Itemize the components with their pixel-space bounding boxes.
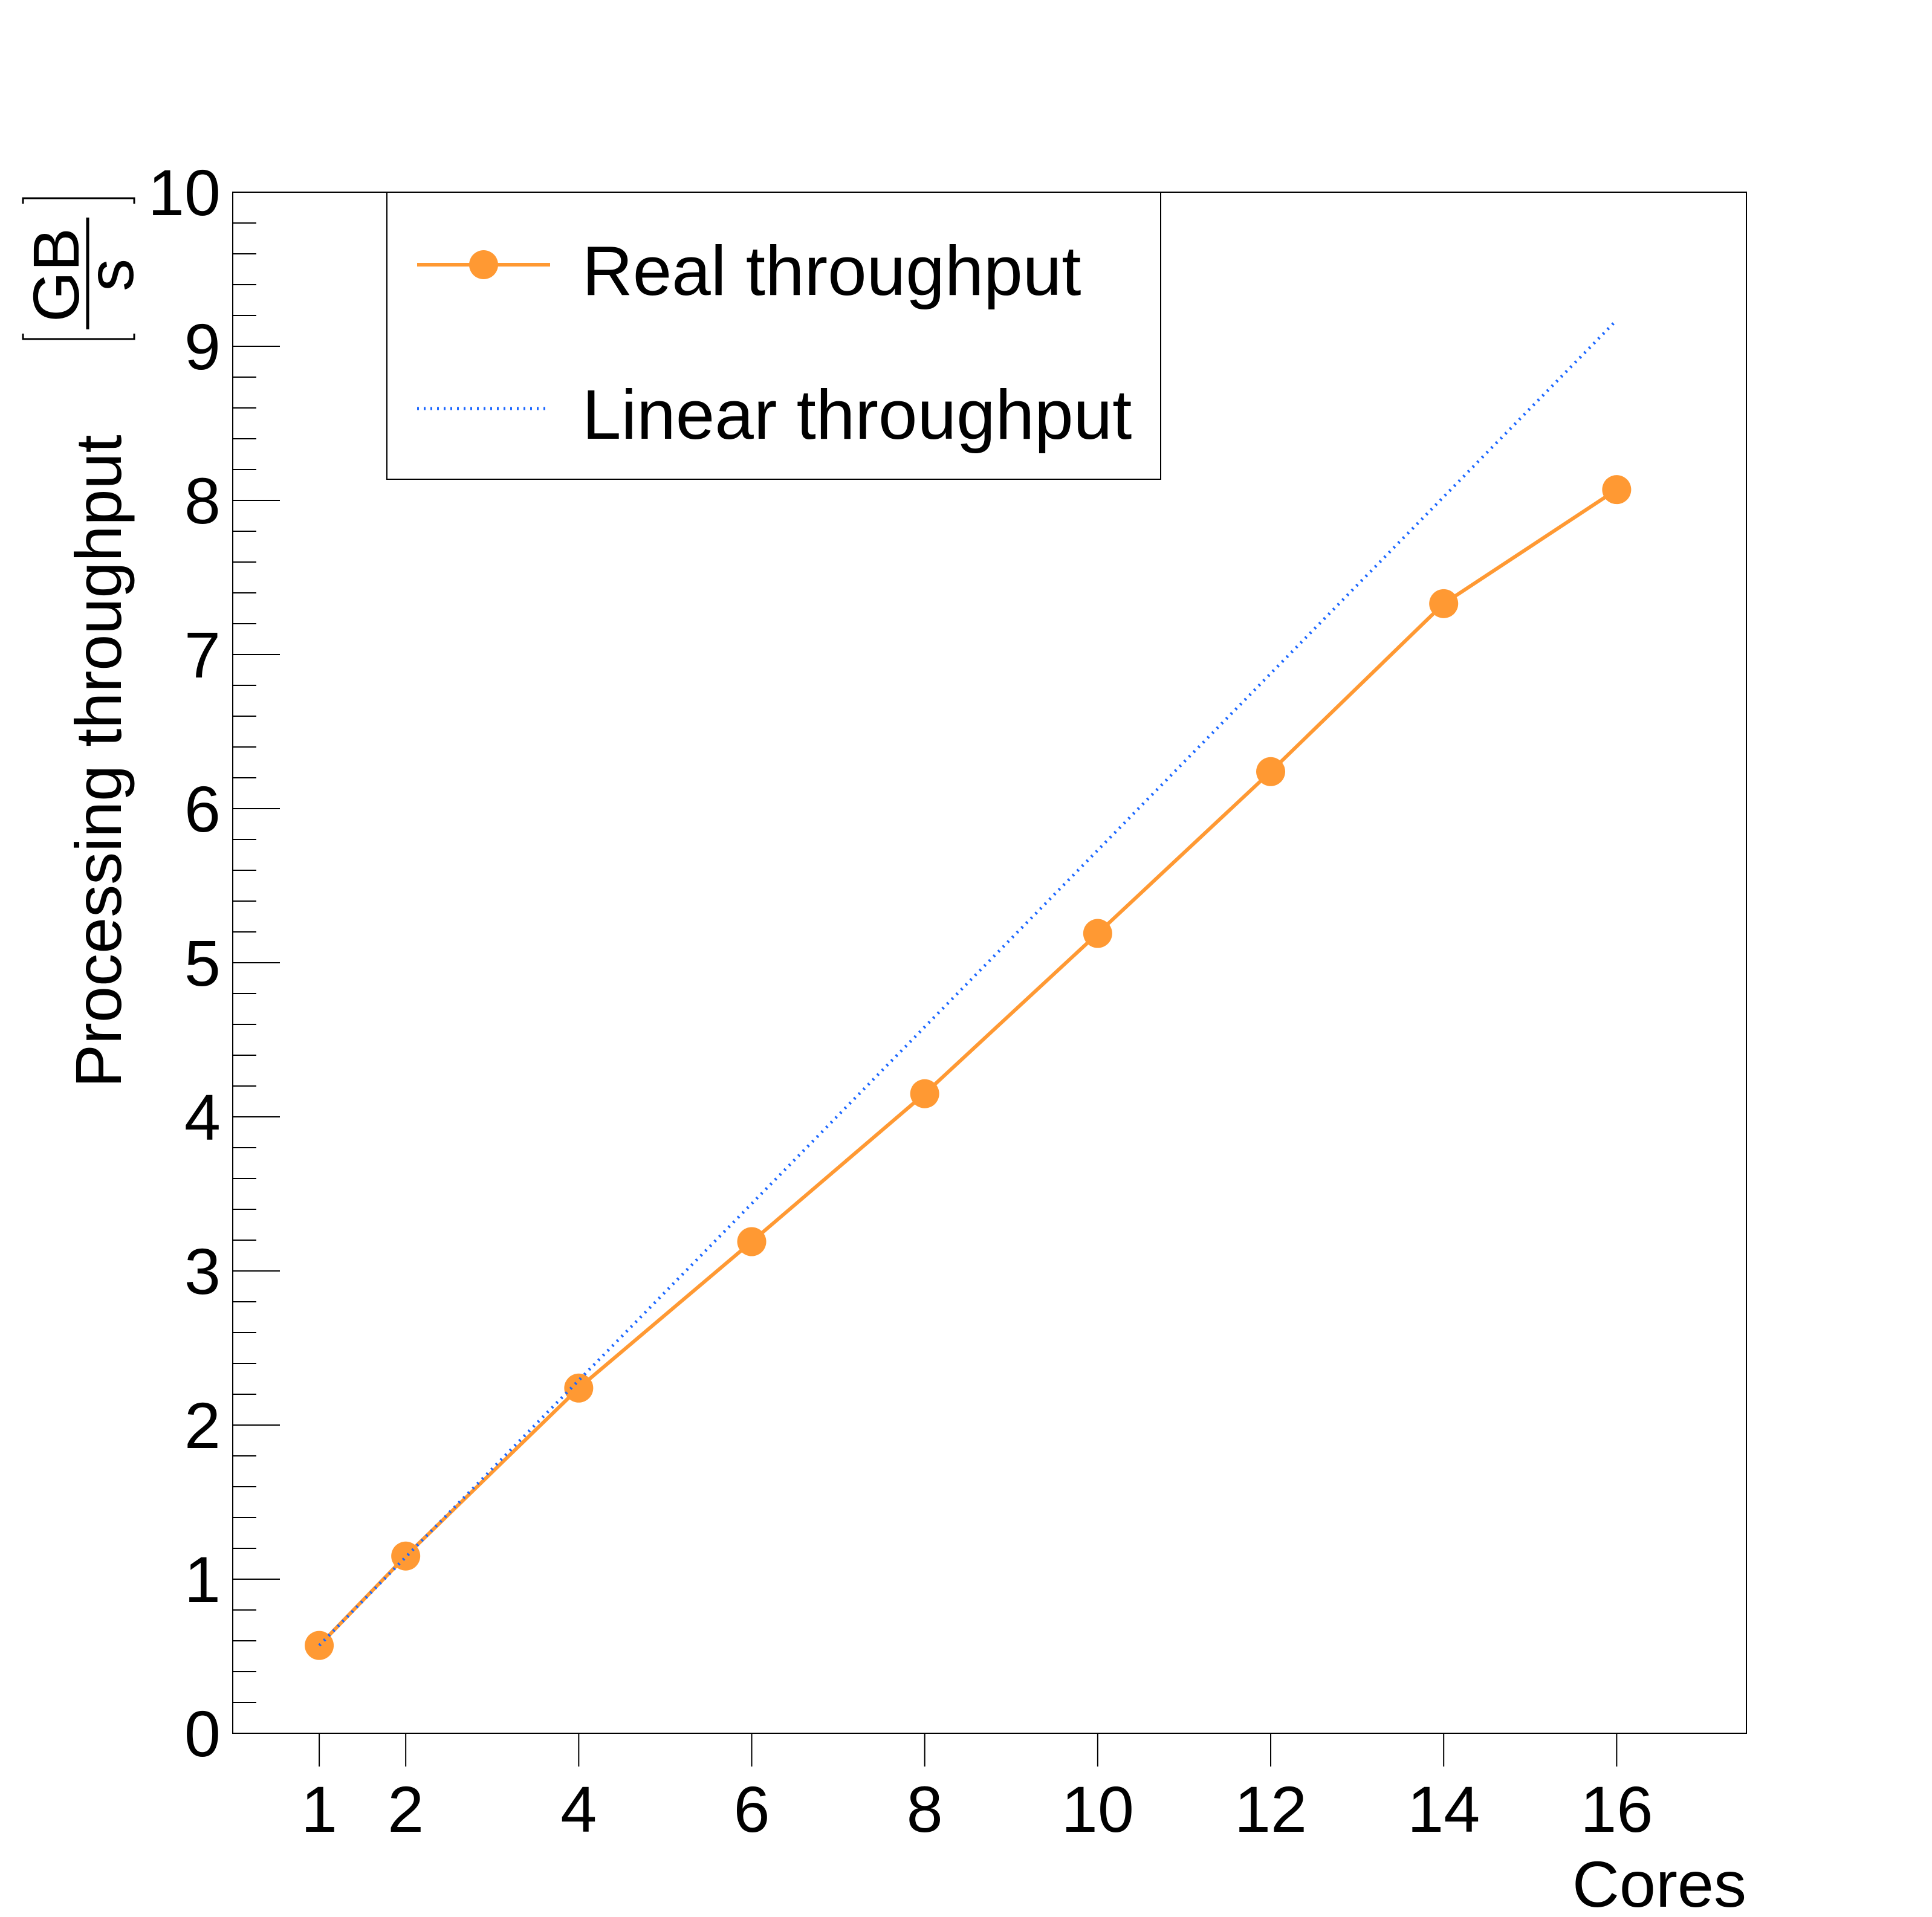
y-tick-label: 2	[184, 1389, 221, 1462]
data-point	[391, 1541, 421, 1571]
data-point	[1429, 589, 1459, 618]
y-tick-label: 8	[184, 464, 221, 537]
x-tick-label: 6	[733, 1773, 770, 1846]
data-point	[1083, 919, 1112, 948]
y-tick-label: 6	[184, 772, 221, 845]
x-axis-label: Cores	[1572, 1847, 1746, 1917]
legend-box	[386, 192, 1161, 480]
y-tick-label: 4	[184, 1081, 221, 1154]
series-layer	[305, 318, 1632, 1660]
data-point	[564, 1373, 594, 1403]
y-axis-unit-bracket-right	[22, 334, 135, 340]
y-axis-label-group: Processing throughput GB s	[19, 197, 147, 1088]
y-tick-label: 3	[184, 1235, 221, 1308]
x-tick-label: 14	[1407, 1773, 1480, 1846]
x-axis-ticks: 1 2 4 6 8 10 12 14 16	[301, 1733, 1653, 1846]
x-tick-label: 10	[1062, 1773, 1134, 1846]
y-axis-unit-bracket-left	[22, 197, 135, 204]
y-tick-label: 1	[184, 1543, 221, 1616]
y-tick-label: 10	[148, 156, 221, 229]
data-point	[1256, 757, 1286, 786]
data-point	[737, 1227, 767, 1256]
y-axis-unit-denominator: s	[74, 259, 147, 291]
x-tick-label: 8	[907, 1773, 943, 1846]
legend: Real throughput Linear throughput	[386, 192, 1161, 480]
y-tick-label: 7	[184, 618, 221, 691]
y-tick-label: 9	[184, 310, 221, 383]
y-axis-label: Processing throughput	[62, 435, 135, 1088]
legend-real-marker-sample	[469, 250, 498, 279]
data-point	[1602, 475, 1632, 505]
x-tick-label: 12	[1234, 1773, 1307, 1846]
x-tick-label: 4	[560, 1773, 597, 1846]
y-tick-label: 0	[184, 1697, 221, 1770]
y-tick-label: 5	[184, 926, 221, 1000]
legend-real-label: Real throughput	[582, 231, 1081, 310]
x-tick-label: 2	[387, 1773, 424, 1846]
data-point	[910, 1079, 939, 1108]
x-tick-label: 1	[301, 1773, 337, 1846]
legend-linear-label: Linear throughput	[582, 375, 1132, 454]
y-axis-unit-numerator: GB	[19, 228, 92, 322]
x-tick-label: 16	[1580, 1773, 1653, 1846]
y-axis-ticks: 0 1 2 3 4 5 6 7 8 9 10	[148, 156, 280, 1770]
